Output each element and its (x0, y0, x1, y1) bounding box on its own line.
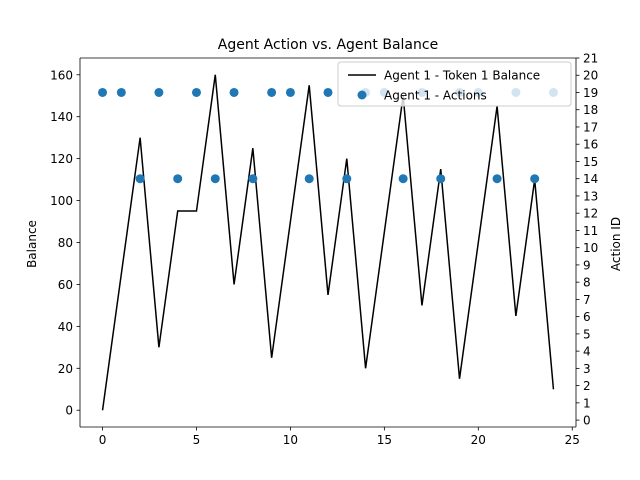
action-point-4 (173, 174, 183, 184)
y-right-tick-label-8: 8 (583, 276, 591, 290)
action-point-18 (436, 174, 446, 184)
y-right-tick-label-9: 9 (583, 258, 591, 272)
y-left-tick-label-120: 120 (50, 152, 73, 166)
x-tick-label-10: 10 (283, 433, 298, 447)
action-point-5 (191, 87, 201, 97)
y-right-tick-label-21: 21 (583, 52, 598, 66)
action-point-16 (398, 174, 408, 184)
action-point-8 (248, 174, 258, 184)
y-right-tick-label-18: 18 (583, 103, 598, 117)
y-right-tick-label-2: 2 (583, 379, 591, 393)
legend-dot-swatch (357, 90, 367, 100)
x-tick-label-20: 20 (471, 433, 486, 447)
action-point-6 (210, 174, 220, 184)
y-axis-label-left: Balance (25, 220, 39, 268)
y-left-tick-label-40: 40 (58, 320, 73, 334)
y-right-tick-label-5: 5 (583, 327, 591, 341)
action-point-10 (285, 87, 295, 97)
y-right-tick-label-7: 7 (583, 293, 591, 307)
action-point-23 (530, 174, 540, 184)
y-right-tick-label-19: 19 (583, 86, 598, 100)
action-point-21 (492, 174, 502, 184)
y-right-tick-label-13: 13 (583, 189, 598, 203)
y-right-tick-label-12: 12 (583, 207, 598, 221)
y-right-tick-label-20: 20 (583, 69, 598, 83)
y-right-tick-label-4: 4 (583, 345, 591, 359)
y-left-tick-label-140: 140 (50, 110, 73, 124)
legend: Agent 1 - Token 1 Balance Agent 1 - Actio… (337, 61, 572, 107)
y-left-tick-label-100: 100 (50, 194, 73, 208)
action-point-0 (98, 87, 108, 97)
axes: 0 5 10 15 20 25020406080100120140160012345678… (50, 52, 598, 448)
action-point-9 (267, 87, 277, 97)
chart-title: Agent Action vs. Agent Balance (218, 37, 438, 53)
x-tick-label-0: 0 (99, 433, 107, 447)
balance-series-line (101, 74, 555, 411)
y-right-tick-label-14: 14 (583, 172, 598, 186)
y-right-tick-label-3: 3 (583, 362, 591, 376)
action-point-3 (154, 87, 164, 97)
y-left-tick-label-60: 60 (58, 278, 73, 292)
legend-label-balance: Agent 1 - Token 1 Balance (384, 69, 540, 83)
y-left-tick-label-160: 160 (50, 68, 73, 82)
y-right-tick-label-6: 6 (583, 310, 591, 324)
y-right-tick-label-1: 1 (583, 396, 591, 410)
action-point-11 (304, 174, 314, 184)
y-right-tick-label-16: 16 (583, 138, 598, 152)
action-point-7 (229, 87, 239, 97)
x-tick-label-15: 15 (377, 433, 392, 447)
legend-label-actions: Agent 1 - Actions (384, 89, 487, 103)
action-point-12 (323, 87, 333, 97)
action-point-2 (135, 174, 145, 184)
y-left-tick-label-0: 0 (65, 404, 73, 418)
y-right-tick-label-0: 0 (583, 414, 591, 428)
y-left-tick-label-80: 80 (58, 236, 73, 250)
action-point-13 (342, 174, 352, 184)
y-axis-label-right: Action ID (609, 217, 623, 271)
legend-box (337, 61, 572, 107)
x-tick-label-5: 5 (193, 433, 201, 447)
x-tick-label-25: 25 (565, 433, 580, 447)
y-right-tick-label-10: 10 (583, 241, 598, 255)
y-right-tick-label-11: 11 (583, 224, 598, 238)
y-right-tick-label-17: 17 (583, 120, 598, 134)
action-point-1 (116, 87, 126, 97)
y-right-tick-label-15: 15 (583, 155, 598, 169)
y-left-tick-label-20: 20 (58, 362, 73, 376)
